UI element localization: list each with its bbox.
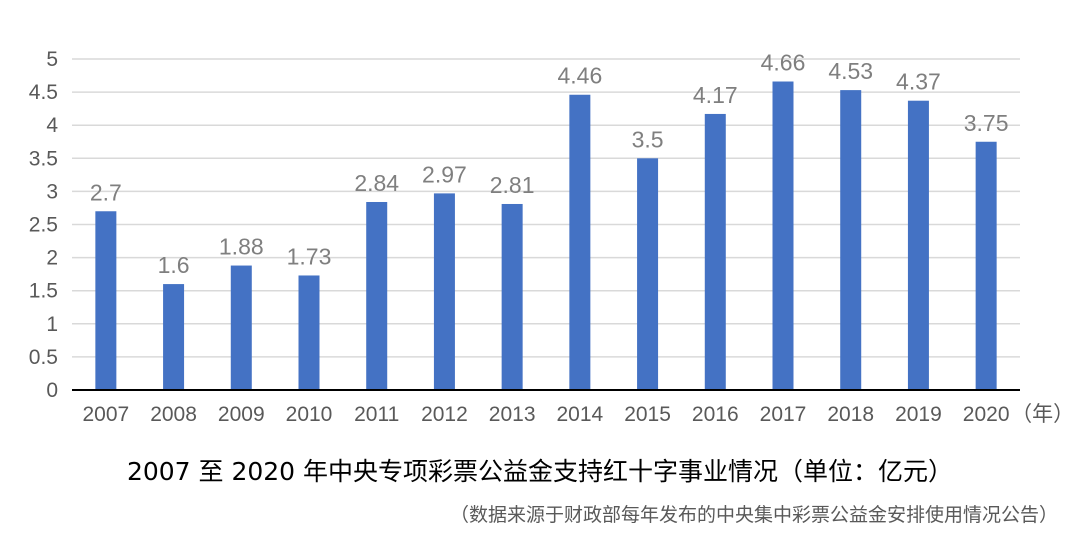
y-tick-label: 4 <box>46 114 58 137</box>
bar-2012 <box>433 193 455 390</box>
y-tick-label: 0 <box>46 379 58 402</box>
bar-2009 <box>230 265 252 390</box>
y-tick-label: 5 <box>46 48 58 71</box>
x-tick-label: 2018 <box>827 403 874 426</box>
data-label: 2.84 <box>354 170 399 196</box>
x-tick-label: 2008 <box>150 403 197 426</box>
data-label: 1.6 <box>158 252 190 278</box>
bar-2008 <box>163 284 185 390</box>
x-tick-label: 2012 <box>421 403 468 426</box>
data-label: 1.73 <box>287 243 332 269</box>
x-tick-label: 2014 <box>556 403 603 426</box>
x-tick-label: 2016 <box>692 403 739 426</box>
x-tick-label: 2013 <box>489 403 536 426</box>
bar-chart: 0 0.5 1 1.5 2 2.5 3 3.5 4 4.5 5 2.7 1.6 1.88 1.73 2.84… <box>29 48 1074 426</box>
data-label: 2.97 <box>422 161 467 187</box>
y-tick-label: 2 <box>46 247 58 270</box>
gridlines <box>72 58 1020 358</box>
bars <box>95 81 997 391</box>
data-label: 1.88 <box>219 234 264 260</box>
x-tick-label: 2019 <box>895 403 942 426</box>
bar-2014 <box>569 94 591 391</box>
data-label: 3.75 <box>964 110 1009 136</box>
y-tick-label: 2.5 <box>29 214 58 237</box>
data-label: 4.17 <box>693 82 738 108</box>
bar-2010 <box>298 275 320 390</box>
x-tick-label: 2017 <box>760 403 807 426</box>
y-tick-label: 3 <box>46 180 58 203</box>
data-label: 4.53 <box>828 58 873 84</box>
x-axis-ticks: 2007 2008 2009 2010 2011 2012 2013 2014 2015 2016… <box>82 403 1074 426</box>
data-labels: 2.7 1.6 1.88 1.73 2.84 2.97 2.81 4.46 3.5 4.17 4.6… <box>90 50 1009 279</box>
bar-2013 <box>501 203 523 390</box>
source-note: （数据来源于财政部每年发布的中央集中彩票公益金安排使用情况公告） <box>449 504 1058 526</box>
bar-2011 <box>366 201 388 390</box>
bar-2019 <box>907 100 929 391</box>
x-tick-label: 2015 <box>624 403 671 426</box>
bar-2007 <box>95 211 117 390</box>
data-label: 4.46 <box>557 63 602 89</box>
bar-2015 <box>637 158 659 390</box>
bar-2020 <box>975 141 997 390</box>
y-tick-label: 1 <box>46 313 58 336</box>
x-axis-unit-label: （年） <box>1011 403 1074 426</box>
bar-2016 <box>704 113 726 391</box>
y-tick-label: 4.5 <box>29 81 58 104</box>
y-tick-label: 1.5 <box>29 280 58 303</box>
data-label: 2.7 <box>90 179 122 205</box>
y-tick-label: 0.5 <box>29 346 58 369</box>
data-label: 4.66 <box>761 50 806 76</box>
data-label: 4.37 <box>896 69 941 95</box>
x-tick-label: 2009 <box>218 403 265 426</box>
x-tick-label: 2011 <box>354 403 399 426</box>
y-tick-label: 3.5 <box>29 147 58 170</box>
y-axis-ticks: 0 0.5 1 1.5 2 2.5 3 3.5 4 4.5 5 <box>29 48 59 402</box>
x-tick-label: 2007 <box>82 403 129 426</box>
chart-title: 2007 至 2020 年中央专项彩票公益金支持红十字事业情况（单位：亿元） <box>126 457 954 486</box>
data-label: 2.81 <box>490 172 535 198</box>
bar-2017 <box>772 81 794 391</box>
x-tick-label: 2020 <box>963 403 1010 426</box>
data-label: 3.5 <box>632 126 664 152</box>
x-tick-label: 2010 <box>286 403 333 426</box>
bar-2018 <box>840 90 862 390</box>
